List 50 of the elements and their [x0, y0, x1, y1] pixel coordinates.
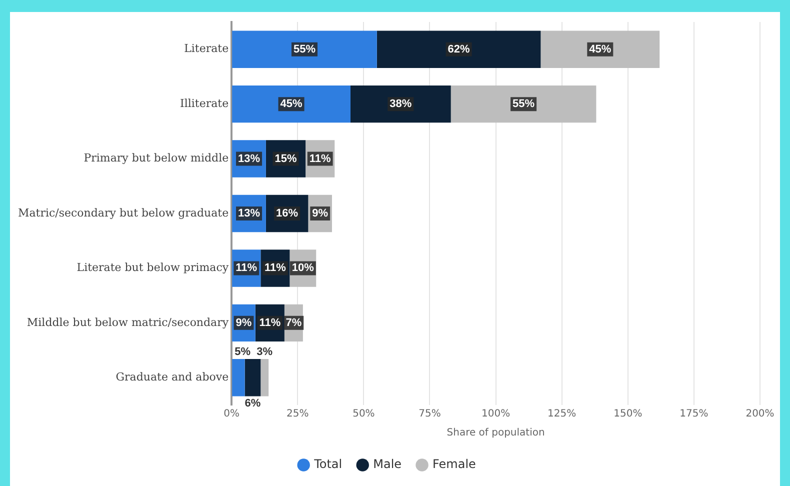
y-tick-label: Graduate and above — [116, 370, 229, 384]
data-label: 7% — [286, 316, 302, 329]
x-tick-label: 125% — [548, 408, 576, 420]
bar — [450, 85, 596, 123]
data-label: 9% — [312, 208, 328, 220]
x-tick-label: 75% — [418, 408, 441, 420]
x-axis-title: Share of population — [446, 428, 545, 439]
legend-label: Male — [373, 457, 402, 472]
x-tick-label: 100% — [482, 408, 510, 420]
x-tick-label: 0% — [224, 408, 240, 420]
data-label: 10% — [292, 262, 314, 274]
data-label: 11% — [259, 316, 281, 329]
y-tick-label: Matric/secondary but below graduate — [18, 206, 229, 220]
x-tick-label: 50% — [352, 408, 375, 420]
y-tick-label: Milddle but below matric/secondary — [26, 316, 230, 329]
data-label: 13% — [238, 208, 260, 220]
bar — [540, 30, 660, 68]
bar — [232, 85, 350, 123]
bar — [232, 30, 377, 68]
data-label: 15% — [274, 152, 297, 165]
bar — [350, 85, 451, 123]
x-tick-label: 150% — [614, 408, 642, 420]
data-label: 5% — [234, 346, 251, 358]
bar — [376, 30, 541, 68]
bar — [232, 359, 245, 396]
data-label: 55% — [512, 98, 535, 110]
data-label: 45% — [589, 43, 612, 56]
bar — [244, 359, 261, 396]
data-label: 11% — [236, 262, 258, 274]
data-label: 45% — [280, 98, 303, 110]
y-tick-label: Literate but below primacy — [76, 261, 230, 274]
data-label: 11% — [309, 152, 332, 165]
data-label: 16% — [276, 208, 298, 220]
data-label: 62% — [448, 43, 470, 56]
data-label: 38% — [390, 98, 412, 110]
y-tick-label: Illiterate — [180, 96, 229, 110]
data-label: 3% — [256, 346, 273, 358]
data-label: 11% — [264, 262, 286, 274]
legend-label: Total — [313, 457, 342, 472]
legend-label: Female — [432, 457, 476, 472]
x-tick-label: 25% — [286, 408, 309, 420]
bar — [260, 359, 269, 396]
data-label: 9% — [236, 316, 252, 329]
data-label: 13% — [238, 152, 260, 165]
x-tick-label: 175% — [680, 408, 708, 420]
y-tick-label: Literate — [184, 42, 229, 56]
x-tick-label: 200% — [746, 408, 774, 420]
data-label: 6% — [244, 397, 261, 410]
y-tick-label: Primary but below middle — [84, 152, 229, 165]
data-label: 55% — [293, 43, 316, 56]
